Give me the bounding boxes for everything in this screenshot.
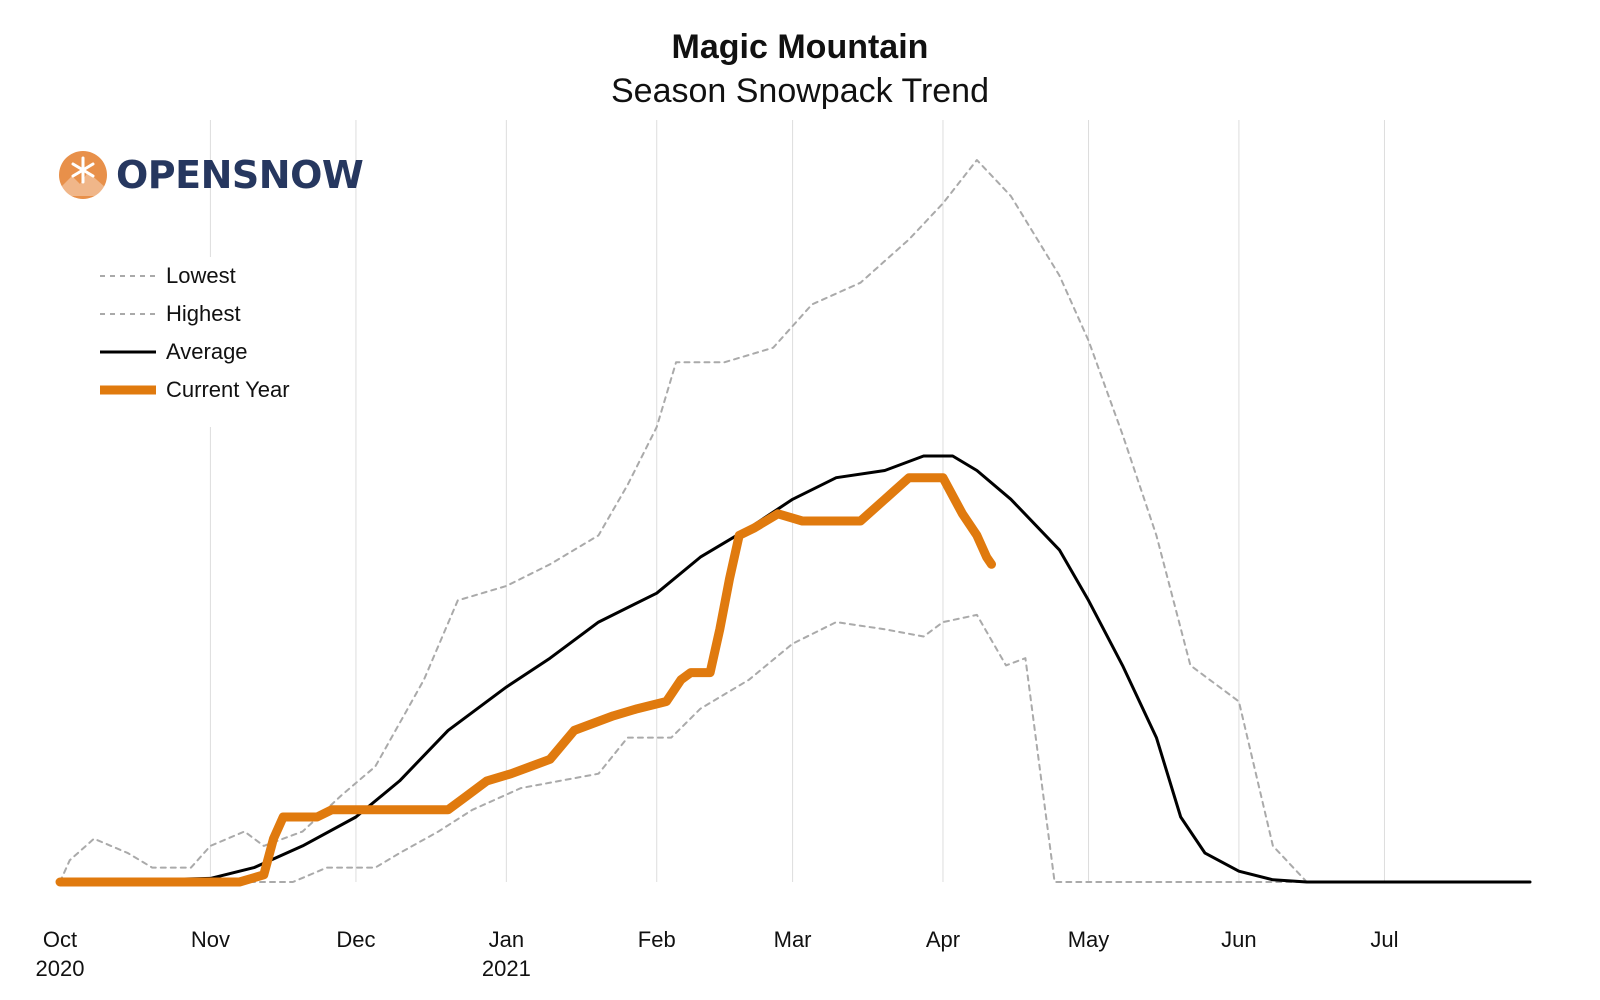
logo-wordmark: OPENSNOW	[116, 153, 364, 197]
x-axis-ticks: Oct 2020 Nov Dec Jan 2021 Feb Mar Apr May Jun Jul	[36, 927, 1399, 981]
series-line-average	[58, 454, 1532, 884]
x-tick-label: Jan	[489, 927, 524, 952]
series-lines	[55, 159, 1532, 887]
x-tick-label: Nov	[191, 927, 230, 952]
legend-swatch-dashed	[100, 275, 156, 277]
legend-item-average: Average	[100, 333, 290, 371]
legend-swatch-dashed	[100, 313, 156, 315]
grid-lines	[209, 120, 1385, 882]
x-tick-label: Mar	[774, 927, 812, 952]
x-tick-label: Jun	[1221, 927, 1256, 952]
x-tick-label: Dec	[336, 927, 375, 952]
series-line-lowest	[59, 613, 1531, 883]
legend-swatch-solid	[100, 350, 156, 354]
chart-subtitle: Season Snowpack Trend	[610, 72, 990, 110]
x-tick-label: Apr	[926, 927, 960, 952]
chart-title: Magic Mountain	[671, 28, 929, 66]
legend: Lowest Highest Average Current Year	[100, 257, 300, 427]
x-tick-label: Oct	[43, 927, 77, 952]
legend-item-lowest: Lowest	[100, 257, 290, 295]
legend-item-current-year: Current Year	[100, 371, 290, 409]
legend-label: Lowest	[166, 263, 236, 288]
legend-label: Highest	[166, 301, 241, 326]
x-tick-label: May	[1068, 927, 1110, 952]
legend-swatch-thick	[100, 385, 156, 395]
x-tick-year-label: 2021	[482, 956, 531, 981]
legend-item-highest: Highest	[100, 295, 290, 333]
snowflake-mountain-icon	[59, 151, 107, 199]
series-line-highest	[59, 159, 1531, 883]
opensnow-logo: OPENSNOW	[58, 150, 364, 200]
legend-label: Current Year	[166, 377, 290, 402]
series-line-current-year	[55, 473, 996, 887]
x-tick-label: Feb	[638, 927, 676, 952]
x-tick-year-label: 2020	[36, 956, 85, 981]
legend-label: Average	[166, 339, 248, 364]
x-tick-label: Jul	[1370, 927, 1398, 952]
